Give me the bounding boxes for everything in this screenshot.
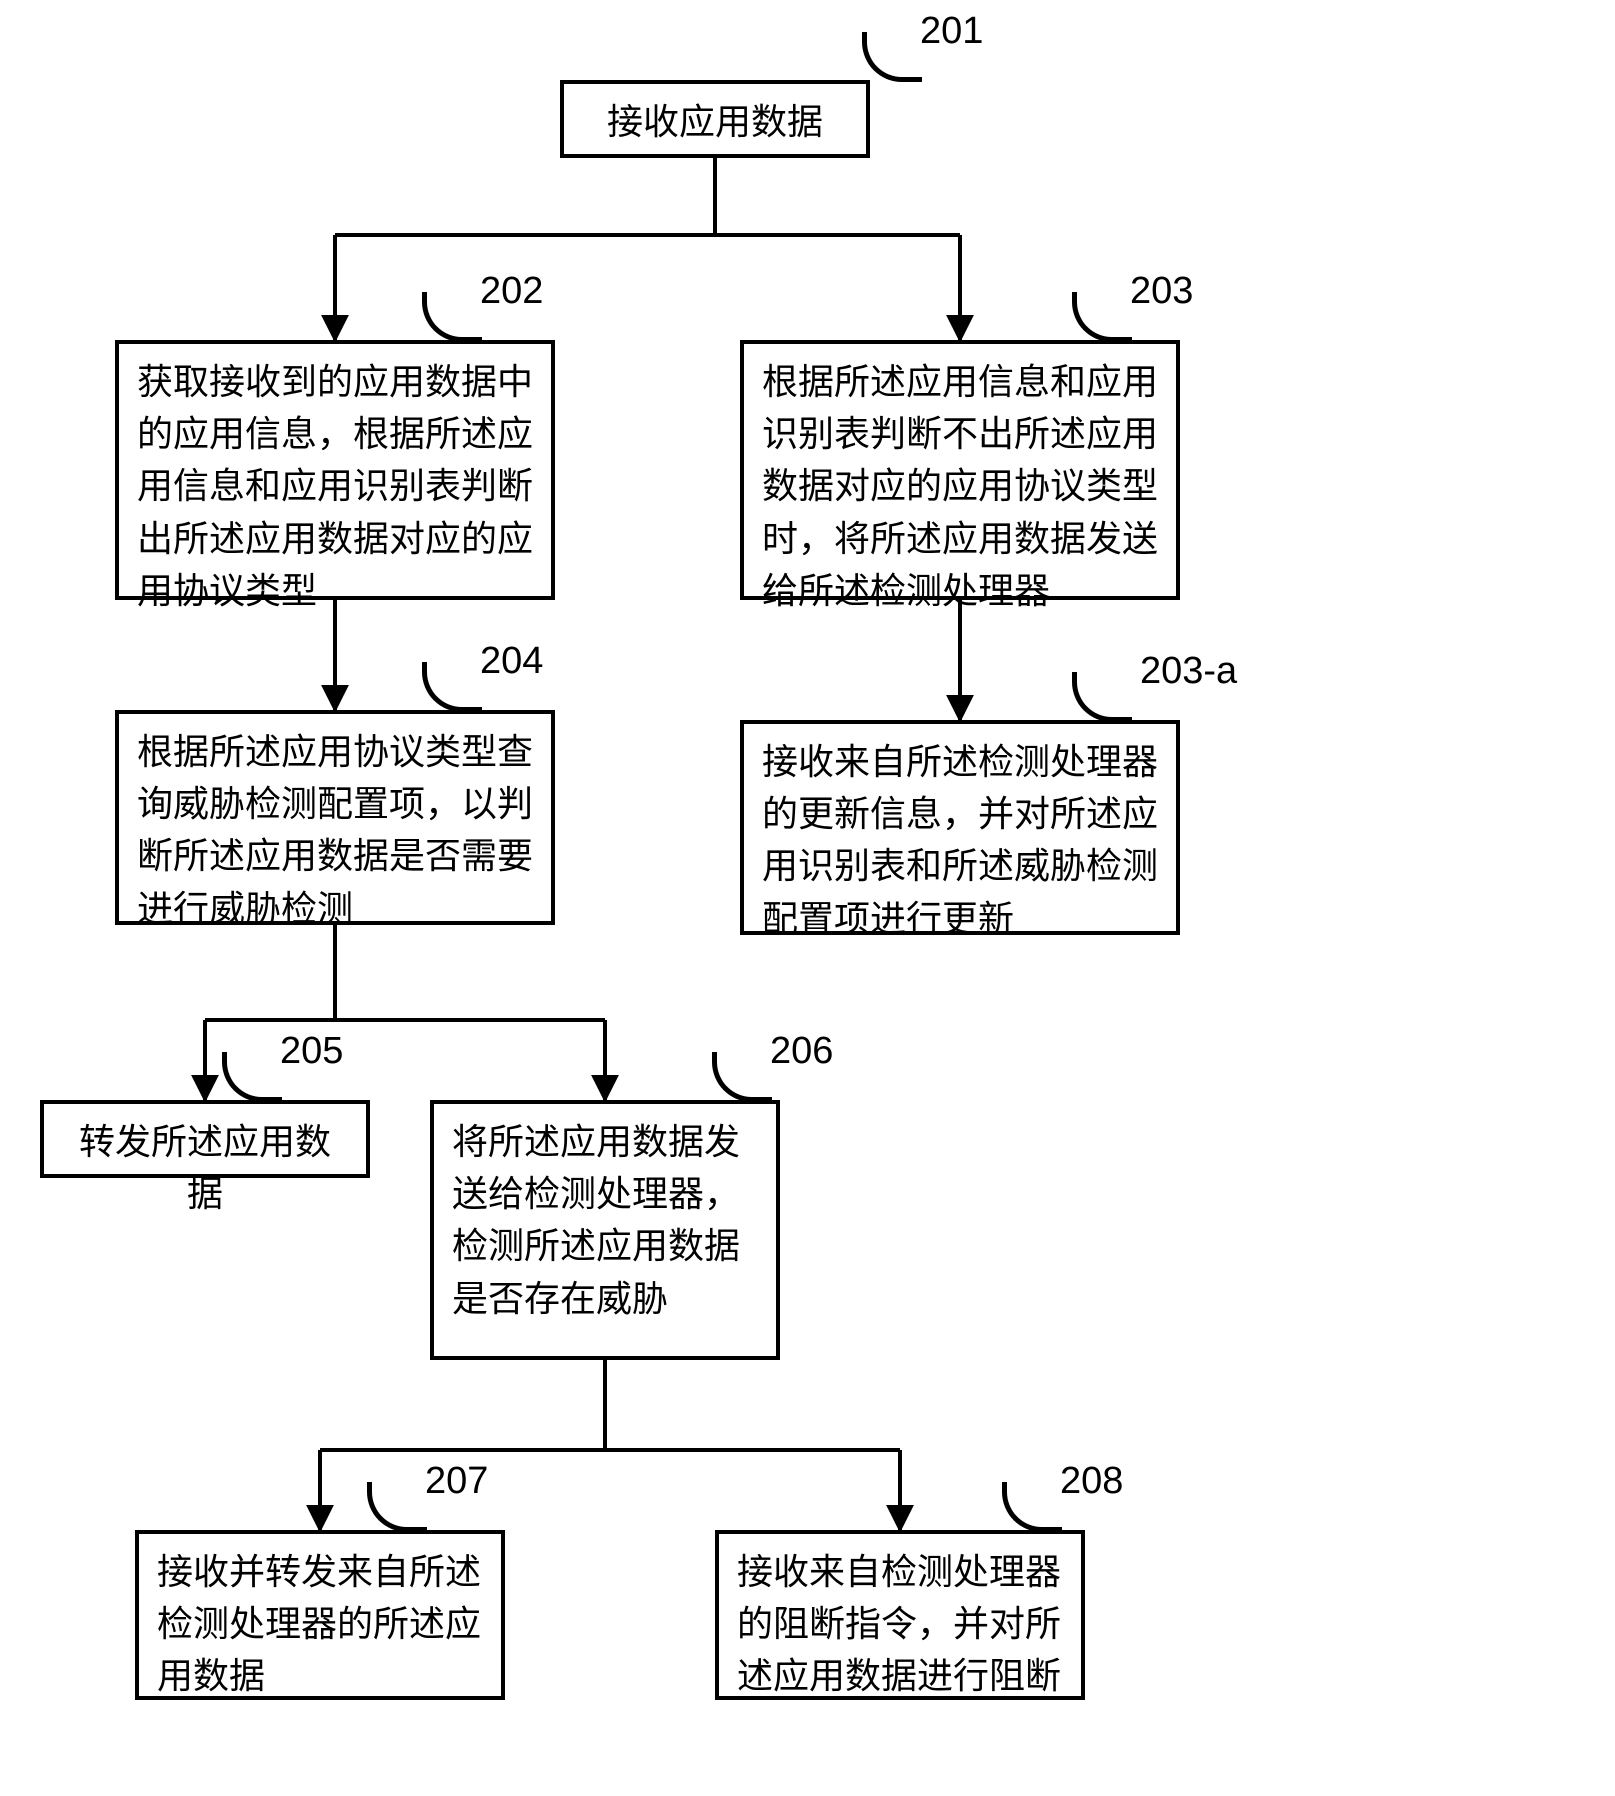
callout-203-a bbox=[1072, 672, 1132, 722]
label-204: 204 bbox=[480, 640, 543, 683]
callout-204 bbox=[422, 662, 482, 712]
label-206: 206 bbox=[770, 1030, 833, 1073]
node-203-text: 根据所述应用信息和应用识别表判断不出所述应用数据对应的应用协议类型时，将所述应用… bbox=[762, 361, 1158, 611]
node-205: 转发所述应用数据 bbox=[40, 1100, 370, 1178]
callout-206 bbox=[712, 1052, 772, 1102]
node-203: 根据所述应用信息和应用识别表判断不出所述应用数据对应的应用协议类型时，将所述应用… bbox=[740, 340, 1180, 600]
label-203-a: 203-a bbox=[1140, 650, 1237, 693]
node-206-text: 将所述应用数据发送给检测处理器，检测所述应用数据是否存在威胁 bbox=[452, 1121, 740, 1319]
node-201-text: 接收应用数据 bbox=[607, 101, 823, 142]
callout-205 bbox=[222, 1052, 282, 1102]
label-208: 208 bbox=[1060, 1460, 1123, 1503]
node-204: 根据所述应用协议类型查询威胁检测配置项，以判断所述应用数据是否需要进行威胁检测 bbox=[115, 710, 555, 925]
label-205: 205 bbox=[280, 1030, 343, 1073]
node-208-text: 接收来自检测处理器的阻断指令，并对所述应用数据进行阻断 bbox=[737, 1551, 1061, 1696]
callout-207 bbox=[367, 1482, 427, 1532]
node-207-text: 接收并转发来自所述检测处理器的所述应用数据 bbox=[157, 1551, 481, 1696]
node-203-a: 接收来自所述检测处理器的更新信息，并对所述应用识别表和所述威胁检测配置项进行更新 bbox=[740, 720, 1180, 935]
node-202: 获取接收到的应用数据中的应用信息，根据所述应用信息和应用识别表判断出所述应用数据… bbox=[115, 340, 555, 600]
node-202-text: 获取接收到的应用数据中的应用信息，根据所述应用信息和应用识别表判断出所述应用数据… bbox=[137, 361, 533, 611]
node-205-text: 转发所述应用数据 bbox=[79, 1121, 331, 1214]
label-201: 201 bbox=[920, 10, 983, 53]
node-207: 接收并转发来自所述检测处理器的所述应用数据 bbox=[135, 1530, 505, 1700]
flowchart-canvas: 接收应用数据 获取接收到的应用数据中的应用信息，根据所述应用信息和应用识别表判断… bbox=[0, 0, 1615, 1796]
callout-203 bbox=[1072, 292, 1132, 342]
node-204-text: 根据所述应用协议类型查询威胁检测配置项，以判断所述应用数据是否需要进行威胁检测 bbox=[137, 731, 533, 929]
label-203: 203 bbox=[1130, 270, 1193, 313]
label-207: 207 bbox=[425, 1460, 488, 1503]
node-206: 将所述应用数据发送给检测处理器，检测所述应用数据是否存在威胁 bbox=[430, 1100, 780, 1360]
label-202: 202 bbox=[480, 270, 543, 313]
node-208: 接收来自检测处理器的阻断指令，并对所述应用数据进行阻断 bbox=[715, 1530, 1085, 1700]
node-201: 接收应用数据 bbox=[560, 80, 870, 158]
node-203-a-text: 接收来自所述检测处理器的更新信息，并对所述应用识别表和所述威胁检测配置项进行更新 bbox=[762, 741, 1158, 939]
callout-202 bbox=[422, 292, 482, 342]
callout-201 bbox=[862, 32, 922, 82]
callout-208 bbox=[1002, 1482, 1062, 1532]
